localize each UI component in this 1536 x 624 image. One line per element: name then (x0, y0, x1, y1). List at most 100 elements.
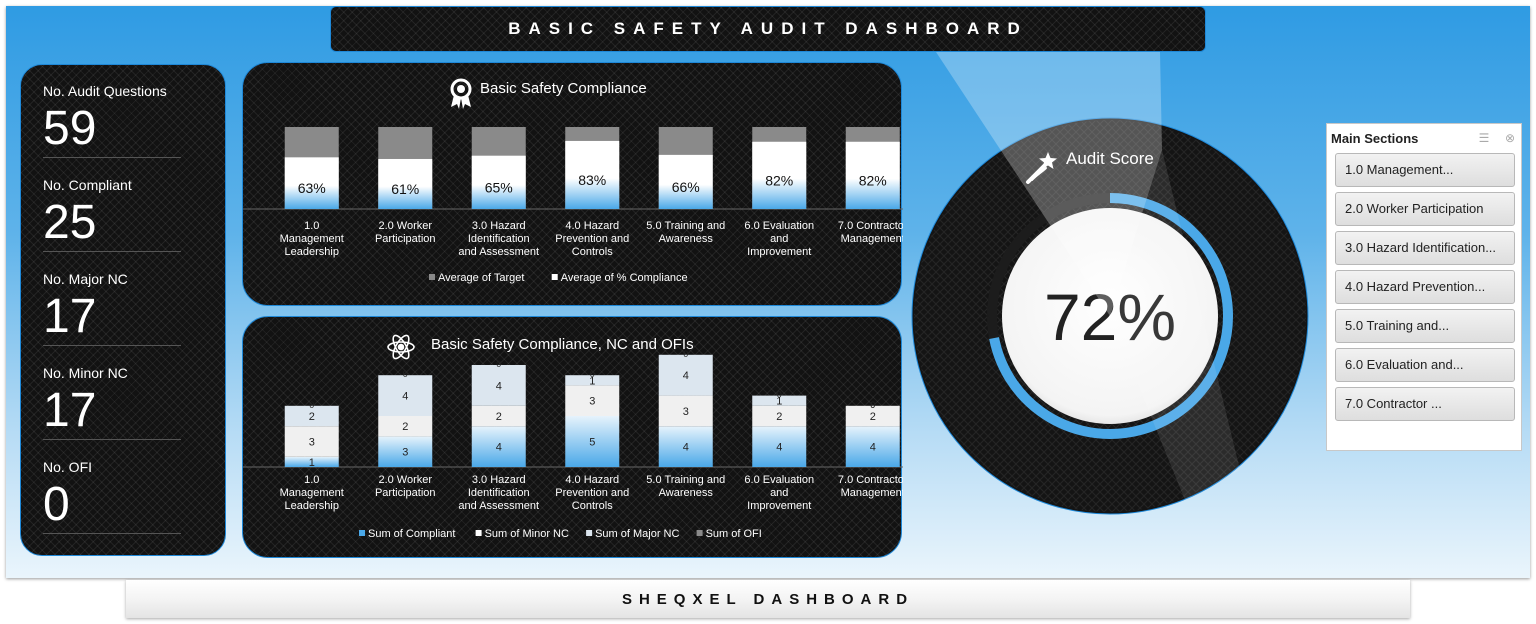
data-label: 4 (870, 442, 876, 454)
category-label: 5.0 Training and (646, 474, 725, 486)
data-label: 0 (403, 369, 408, 379)
compliant-segment (471, 426, 526, 467)
compliant-segment (845, 426, 900, 467)
minor-nc-segment (658, 395, 713, 427)
data-label: 4 (496, 442, 502, 454)
data-label: 3 (402, 447, 408, 459)
legend-swatch (429, 274, 435, 280)
kpi-minor-nc: No. Minor NC 17 (43, 365, 181, 440)
slicer-item-training[interactable]: 5.0 Training and... (1335, 309, 1515, 343)
legend-label: Sum of Minor NC (485, 528, 569, 540)
legend-swatch (475, 530, 482, 536)
footer-title: SHEQXEL DASHBOARD (621, 590, 915, 608)
compliant-segment (284, 456, 339, 467)
kpi-major-nc: No. Major NC 17 (43, 271, 181, 346)
legend-label: Sum of OFI (706, 528, 762, 540)
data-label: 4 (776, 442, 782, 454)
slicer-item-hazard-prevention[interactable]: 4.0 Hazard Prevention... (1335, 270, 1515, 304)
multi-select-icon[interactable]: ☰ (1478, 131, 1490, 145)
data-label: 3 (309, 437, 315, 449)
data-label: 3 (589, 396, 595, 408)
category-label: Leadership (285, 500, 339, 512)
minor-nc-segment (471, 405, 526, 427)
category-label: and Assessment (458, 500, 539, 512)
legend-label: Sum of Compliant (368, 528, 455, 540)
category-label: 4.0 Hazard (565, 220, 619, 232)
data-label: 2 (309, 411, 315, 423)
category-label: 4.0 Hazard (565, 474, 619, 486)
slicer-item-evaluation[interactable]: 6.0 Evaluation and... (1335, 348, 1515, 382)
dashboard-title-bar: BASIC SAFETY AUDIT DASHBOARD (330, 6, 1206, 52)
compliant-segment (565, 416, 620, 467)
shooting-star-icon (1026, 152, 1057, 184)
category-label: 7.0 Contractor (838, 474, 903, 486)
category-label: Improvement (747, 500, 811, 512)
category-label: Management (841, 233, 903, 245)
data-label: 0 (870, 400, 875, 410)
kpi-value: 17 (43, 385, 181, 440)
category-label: 3.0 Hazard (472, 474, 526, 486)
category-label: 1.0 (304, 474, 319, 486)
kpi-panel: No. Audit Questions 59 No. Compliant 25 … (20, 64, 226, 556)
atom-icon (387, 334, 415, 360)
nc-ofi-chart-panel: Basic Safety Compliance, NC and OFIs 1 3 2… (242, 316, 903, 558)
category-label: and (770, 487, 788, 499)
data-label: 4 (683, 442, 689, 454)
data-label: 66% (672, 179, 700, 195)
category-label: Awareness (659, 233, 714, 245)
kpi-label: No. Compliant (43, 177, 132, 193)
compliance-bar (658, 154, 713, 209)
slicer-item-worker-participation[interactable]: 2.0 Worker Participation (1335, 192, 1515, 226)
clear-filter-icon[interactable]: ⊗ (1504, 131, 1516, 145)
slicer-item-management[interactable]: 1.0 Management... (1335, 153, 1515, 187)
category-label: 6.0 Evaluation (744, 474, 814, 486)
compliant-segment (378, 436, 433, 467)
data-label: 4 (496, 380, 502, 392)
minor-nc-segment (845, 405, 900, 427)
kpi-value: 17 (43, 291, 181, 346)
chart-title: Basic Safety Compliance, NC and OFIs (431, 336, 694, 353)
category-label: 6.0 Evaluation (744, 220, 814, 232)
data-label: 61% (391, 181, 419, 197)
minor-nc-segment (378, 416, 433, 437)
category-label: Prevention and (555, 233, 629, 245)
kpi-ofi: No. OFI 0 (43, 459, 181, 534)
data-label: 2 (496, 411, 502, 423)
major-nc-segment (752, 395, 807, 406)
nc-ofi-stacked-bar-chart: Basic Safety Compliance, NC and OFIs 1 3 2… (243, 334, 903, 540)
chart-title: Basic Safety Compliance (480, 80, 647, 97)
compliance-bar (284, 157, 339, 209)
compliance-bar (845, 141, 900, 209)
legend-swatch (586, 530, 593, 536)
category-label: Identification (468, 233, 530, 245)
major-nc-segment (658, 354, 713, 396)
data-label: 82% (859, 172, 887, 188)
compliance-bar (471, 155, 526, 209)
category-label: Management (280, 233, 344, 245)
compliance-bar (752, 141, 807, 209)
major-nc-segment (565, 375, 620, 386)
slicer-item-contractor[interactable]: 7.0 Contractor ... (1335, 387, 1515, 421)
category-label: Awareness (659, 487, 714, 499)
main-sections-slicer: Main Sections ☰ ⊗ 1.0 Management... 2.0 … (1326, 123, 1522, 451)
category-label: and Assessment (458, 246, 539, 258)
data-label: 0 (590, 369, 595, 379)
category-label: 7.0 Contractor (838, 220, 903, 232)
kpi-value: 59 (43, 103, 181, 158)
slicer-item-hazard-identification[interactable]: 3.0 Hazard Identification... (1335, 231, 1515, 265)
data-label: 82% (765, 172, 793, 188)
data-label: 3 (683, 406, 689, 418)
category-label: Prevention and (555, 487, 629, 499)
major-nc-segment (378, 375, 433, 416)
gauge-value-arc (989, 193, 1233, 439)
data-label: 1 (776, 396, 782, 408)
kpi-value: 0 (43, 479, 181, 534)
gauge-title: Audit Score (1066, 149, 1154, 168)
data-label: 83% (578, 172, 606, 188)
category-label: Participation (375, 487, 436, 499)
legend-swatch (551, 274, 558, 280)
kpi-compliant: No. Compliant 25 (43, 177, 181, 252)
major-nc-segment (471, 365, 526, 406)
